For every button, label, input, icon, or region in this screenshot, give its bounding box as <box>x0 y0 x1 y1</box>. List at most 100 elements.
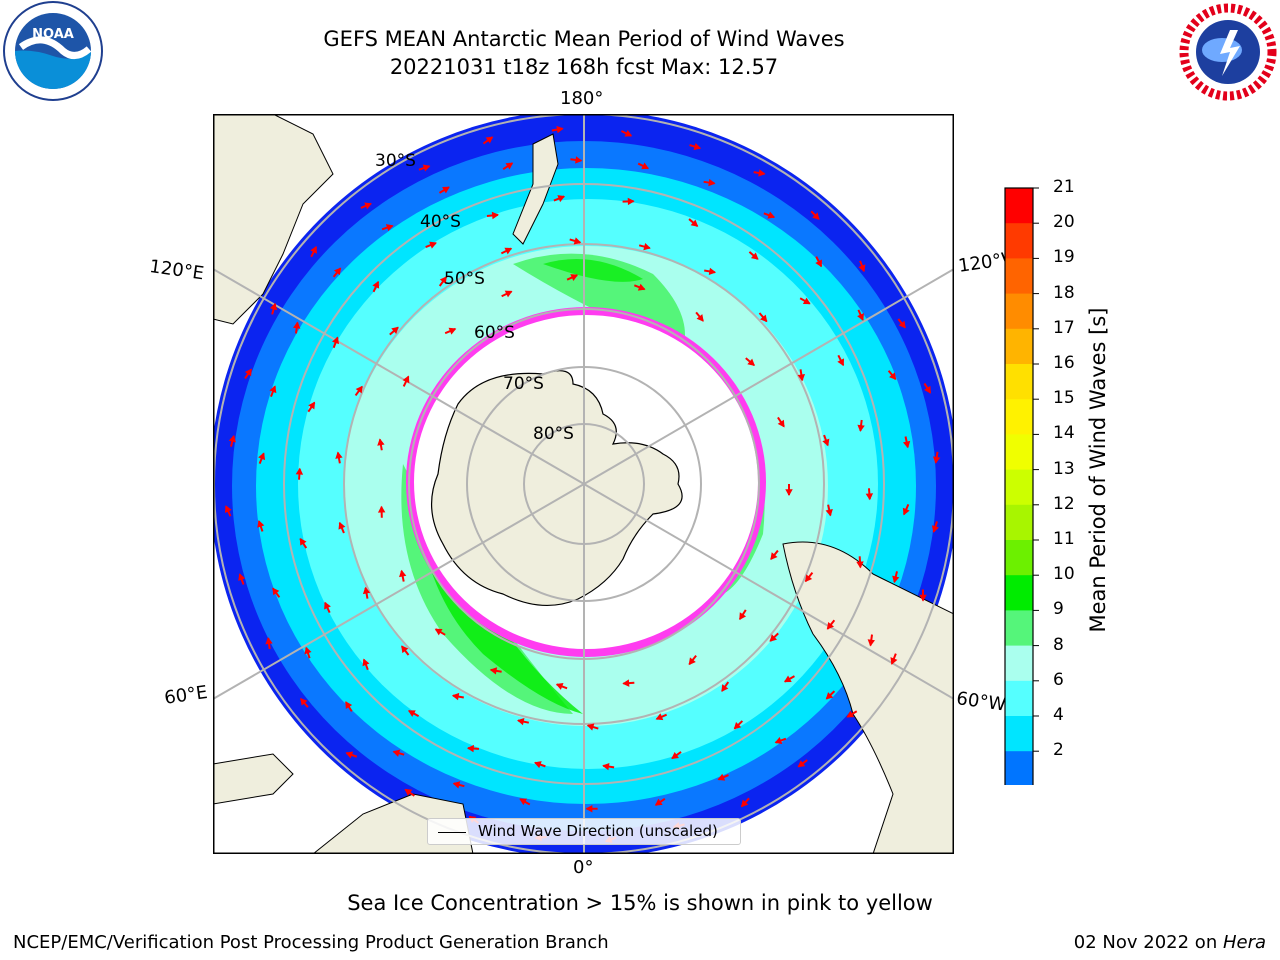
nws-logo <box>1179 3 1277 101</box>
wind-wave-arrowhead <box>758 169 766 177</box>
colorbar-label: Mean Period of Wind Waves [s] <box>1086 307 1110 633</box>
wind-wave-arrowhead <box>257 520 265 528</box>
wind-wave-arrowhead <box>622 679 630 687</box>
wind-wave-arrowhead <box>856 561 864 569</box>
colorbar-segment <box>1005 540 1033 576</box>
wind-wave-arrowhead <box>402 375 410 384</box>
wind-wave-arrowhead <box>364 202 372 210</box>
colorbar-segment <box>1005 293 1033 330</box>
wind-wave-arrowhead <box>933 456 941 464</box>
colorbar-segment <box>1005 364 1033 400</box>
wind-wave-arrowhead <box>534 761 542 769</box>
colorbar-segment <box>1005 680 1033 717</box>
colorbar-outline <box>1004 187 1034 785</box>
wind-wave-arrowhead <box>362 586 371 595</box>
latitude-label-80s: 80°S <box>533 424 574 444</box>
wind-wave-arrowhead <box>517 718 525 726</box>
wind-wave-arrowhead <box>637 283 646 291</box>
wind-wave-arrowhead <box>377 505 386 513</box>
wind-wave-arrowhead <box>308 401 316 410</box>
wind-wave-arrowhead <box>392 749 401 757</box>
wind-wave-arrowhead <box>238 573 246 581</box>
chart-title: GEFS MEAN Antarctic Mean Period of Wind … <box>323 27 845 51</box>
longitude-label-0: 0° <box>573 857 594 878</box>
latitude-label-30s: 30°S <box>375 151 416 171</box>
wind-wave-arrowhead <box>491 211 499 220</box>
wind-wave-arrowhead <box>865 493 874 501</box>
svg-text:NOAA: NOAA <box>32 27 74 42</box>
wind-wave-arrowhead <box>557 195 566 203</box>
colorbar-tick-label: 2 <box>1053 740 1064 761</box>
wind-wave-arrowhead <box>802 297 811 305</box>
wind-wave-arrowhead <box>324 601 331 610</box>
wind-wave-arrowhead <box>265 637 273 645</box>
colorbar-segment <box>1005 399 1033 435</box>
wind-wave-arrowhead <box>815 259 822 268</box>
wind-wave-arrowhead <box>602 762 610 771</box>
wind-wave-arrowhead <box>466 744 474 753</box>
wind-wave-arrowhead <box>740 799 749 808</box>
wind-wave-arrowhead <box>586 723 595 731</box>
wind-wave-arrowhead <box>858 264 866 273</box>
wind-wave-arrowhead <box>655 713 664 721</box>
wind-wave-arrowhead <box>332 336 339 345</box>
colorbar-tick-label: 17 <box>1053 317 1075 338</box>
wind-wave-arrowhead <box>721 684 729 692</box>
longitude-label-120e: 120°E <box>148 256 206 285</box>
colorbar-tick-label: 13 <box>1053 458 1075 479</box>
colorbar-segment <box>1005 716 1033 752</box>
wind-wave-arrowhead <box>448 327 457 335</box>
wind-wave-arrowhead <box>575 156 583 164</box>
wind-wave-arrowhead <box>372 280 380 289</box>
latitude-label-40s: 40°S <box>420 212 461 232</box>
wind-wave-arrowhead <box>355 385 363 394</box>
latitude-label-50s: 50°S <box>444 269 485 289</box>
colorbar-tick-label: 16 <box>1053 353 1075 373</box>
wind-wave-arrowhead <box>889 372 897 380</box>
wind-wave-arrowhead <box>338 521 346 530</box>
wind-wave-arrowhead <box>404 788 413 796</box>
wind-wave-arrowhead <box>919 594 927 602</box>
wind-wave-arrowhead <box>585 805 593 813</box>
legend-label: Wind Wave Direction (unscaled) <box>478 822 718 840</box>
wind-wave-arrowhead <box>857 313 864 321</box>
wind-wave-arrowhead <box>555 682 564 690</box>
chart-subtitle: 20221031 t18z 168h fcst Max: 12.57 <box>389 55 779 79</box>
wind-wave-arrowhead <box>504 290 513 298</box>
colorbar-tick-label: 15 <box>1053 388 1075 409</box>
wind-wave-arrowhead <box>573 237 582 245</box>
wind-wave-arrowhead <box>362 658 370 667</box>
wind-wave-arrowhead <box>902 440 911 449</box>
wind-wave-arrowhead <box>429 241 437 249</box>
wind-wave-arrowhead <box>867 639 875 647</box>
colorbar-tick-label: 14 <box>1053 423 1075 444</box>
colorbar-tick-label: 19 <box>1053 247 1075 268</box>
wind-wave-arrowhead <box>825 508 833 517</box>
wind-wave-arrowhead <box>293 321 301 329</box>
wind-wave-arrowhead <box>299 537 307 546</box>
colorbar-segment <box>1005 328 1033 365</box>
wind-wave-arrowhead <box>846 710 855 718</box>
wind-wave-arrowhead <box>505 162 514 170</box>
wind-wave-arrowhead <box>708 267 717 276</box>
wind-wave-arrowhead <box>643 243 651 251</box>
wind-wave-arrowhead <box>333 267 342 276</box>
wind-wave-arrowhead <box>519 798 528 806</box>
wind-wave-arrowhead <box>269 385 277 394</box>
wind-wave-arrowhead <box>690 219 699 227</box>
sea-ice-note: Sea Ice Concentration > 15% is shown in … <box>347 891 933 915</box>
wind-wave-arrowhead <box>654 798 663 806</box>
wind-wave-arrowhead <box>452 781 461 789</box>
wind-wave-arrowhead <box>733 721 742 730</box>
wind-wave-arrowhead <box>627 197 635 206</box>
colorbar-segment <box>1005 258 1033 295</box>
wind-wave-arrowhead <box>556 125 564 134</box>
wind-wave-arrowhead <box>825 692 834 700</box>
wind-wave-arrowhead <box>228 434 236 443</box>
wind-wave-arrowhead <box>295 467 304 475</box>
wind-wave-arrowhead <box>224 505 232 513</box>
wind-wave-arrowhead <box>345 701 353 709</box>
wind-wave-arrowhead <box>439 276 447 284</box>
colorbar-tick-label: 11 <box>1053 529 1075 549</box>
wind-wave-arrowhead <box>258 452 266 461</box>
